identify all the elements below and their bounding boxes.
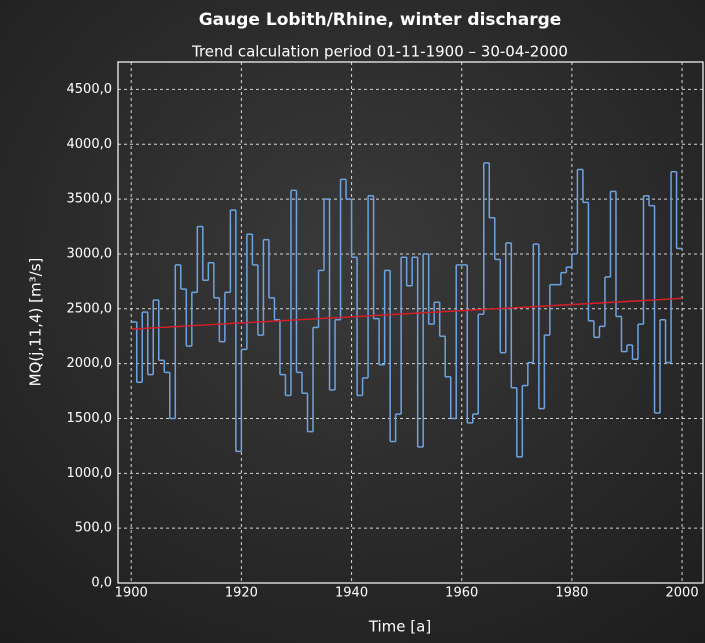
y-tick-label: 4000,0 [67,137,113,152]
x-tick-label: 1900 [115,586,148,601]
x-tick-label: 1960 [445,586,478,601]
x-tick-label: 2000 [666,586,699,601]
plot-frame [117,61,704,584]
y-tick-label: 2500,0 [67,301,113,316]
x-tick-label: 1980 [555,586,588,601]
chart-subtitle: Trend calculation period 01-11-1900 – 30… [191,43,568,61]
y-tick-label: 3500,0 [67,192,113,207]
y-tick-label: 4500,0 [67,82,113,97]
y-tick-label: 0,0 [91,576,112,591]
y-tick-label: 2000,0 [67,356,113,371]
x-tick-label: 1920 [225,586,258,601]
x-tick-label: 1940 [335,586,368,601]
y-axis-label: MQ(j,11,4) [m³/s] [27,258,45,387]
y-tick-label: 500,0 [75,521,112,536]
x-axis-label: Time [a] [368,618,431,636]
y-tick-label: 3000,0 [67,246,113,261]
y-tick-label: 1000,0 [67,466,113,481]
y-tick-label: 1500,0 [67,411,113,426]
trend-line [131,297,683,330]
chart-title: Gauge Lobith/Rhine, winter discharge [199,10,562,30]
